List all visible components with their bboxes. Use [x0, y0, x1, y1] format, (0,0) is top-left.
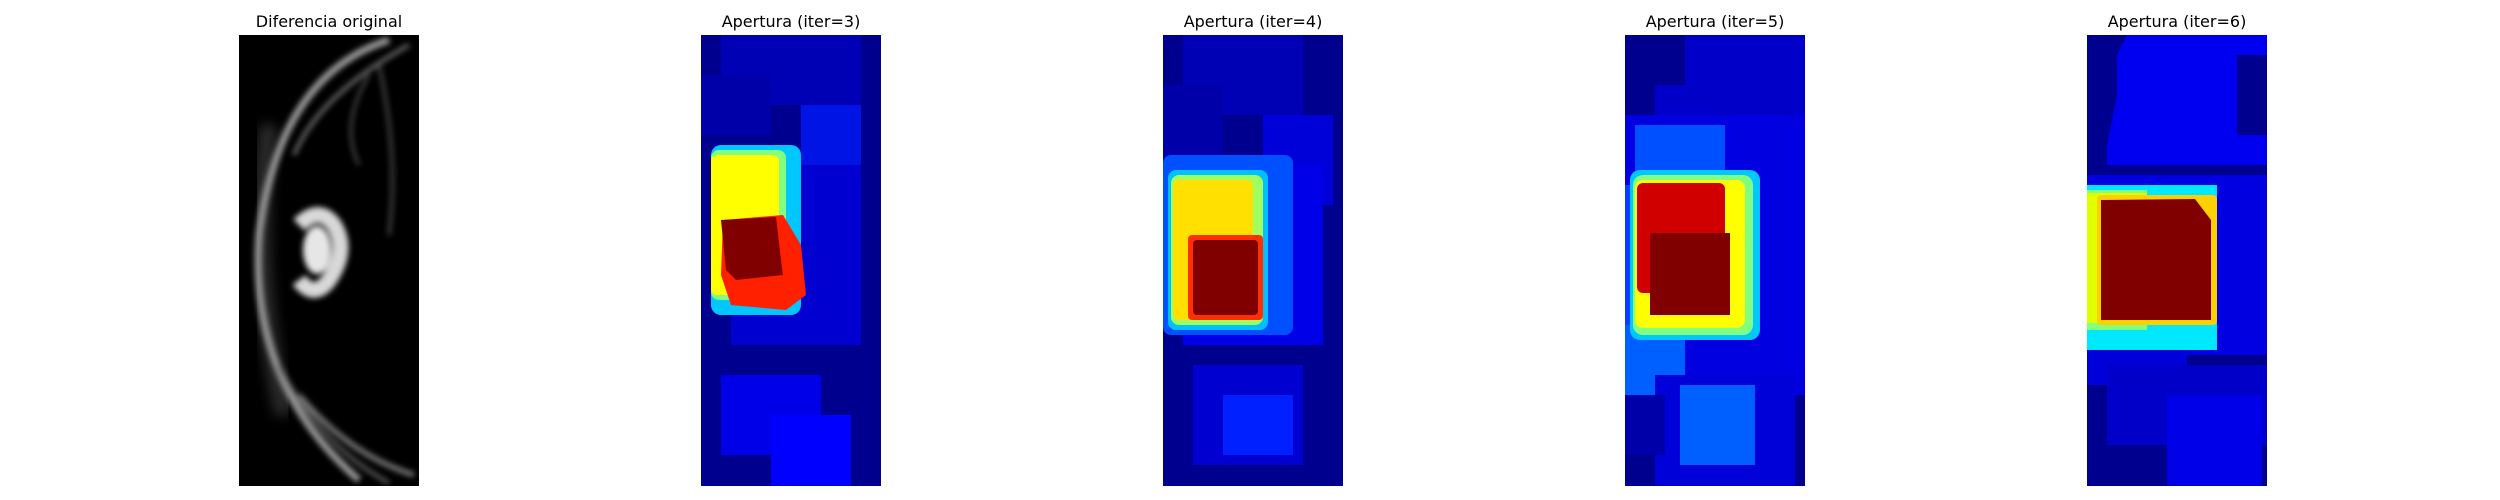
jet-heatmap-image	[2087, 35, 2267, 486]
panel-iter-3: Apertura (iter=3)	[701, 0, 881, 500]
panel-iter-5: Apertura (iter=5)	[1625, 0, 1805, 500]
jet-heatmap-image	[1625, 35, 1805, 486]
jet-heatmap-image	[1163, 35, 1343, 486]
panel-iter-6: Apertura (iter=6)	[2087, 0, 2267, 500]
panel-title: Apertura (iter=6)	[2107, 12, 2247, 31]
panel-title: Apertura (iter=5)	[1645, 12, 1785, 31]
panel-title: Apertura (iter=4)	[1183, 12, 1323, 31]
jet-heatmap-image	[701, 35, 881, 486]
grayscale-difference-image	[239, 35, 419, 486]
panel-title: Apertura (iter=3)	[721, 12, 861, 31]
panel-iter-4: Apertura (iter=4)	[1163, 0, 1343, 500]
panel-original: Diferencia original	[239, 0, 419, 500]
panel-title: Diferencia original	[255, 12, 403, 31]
